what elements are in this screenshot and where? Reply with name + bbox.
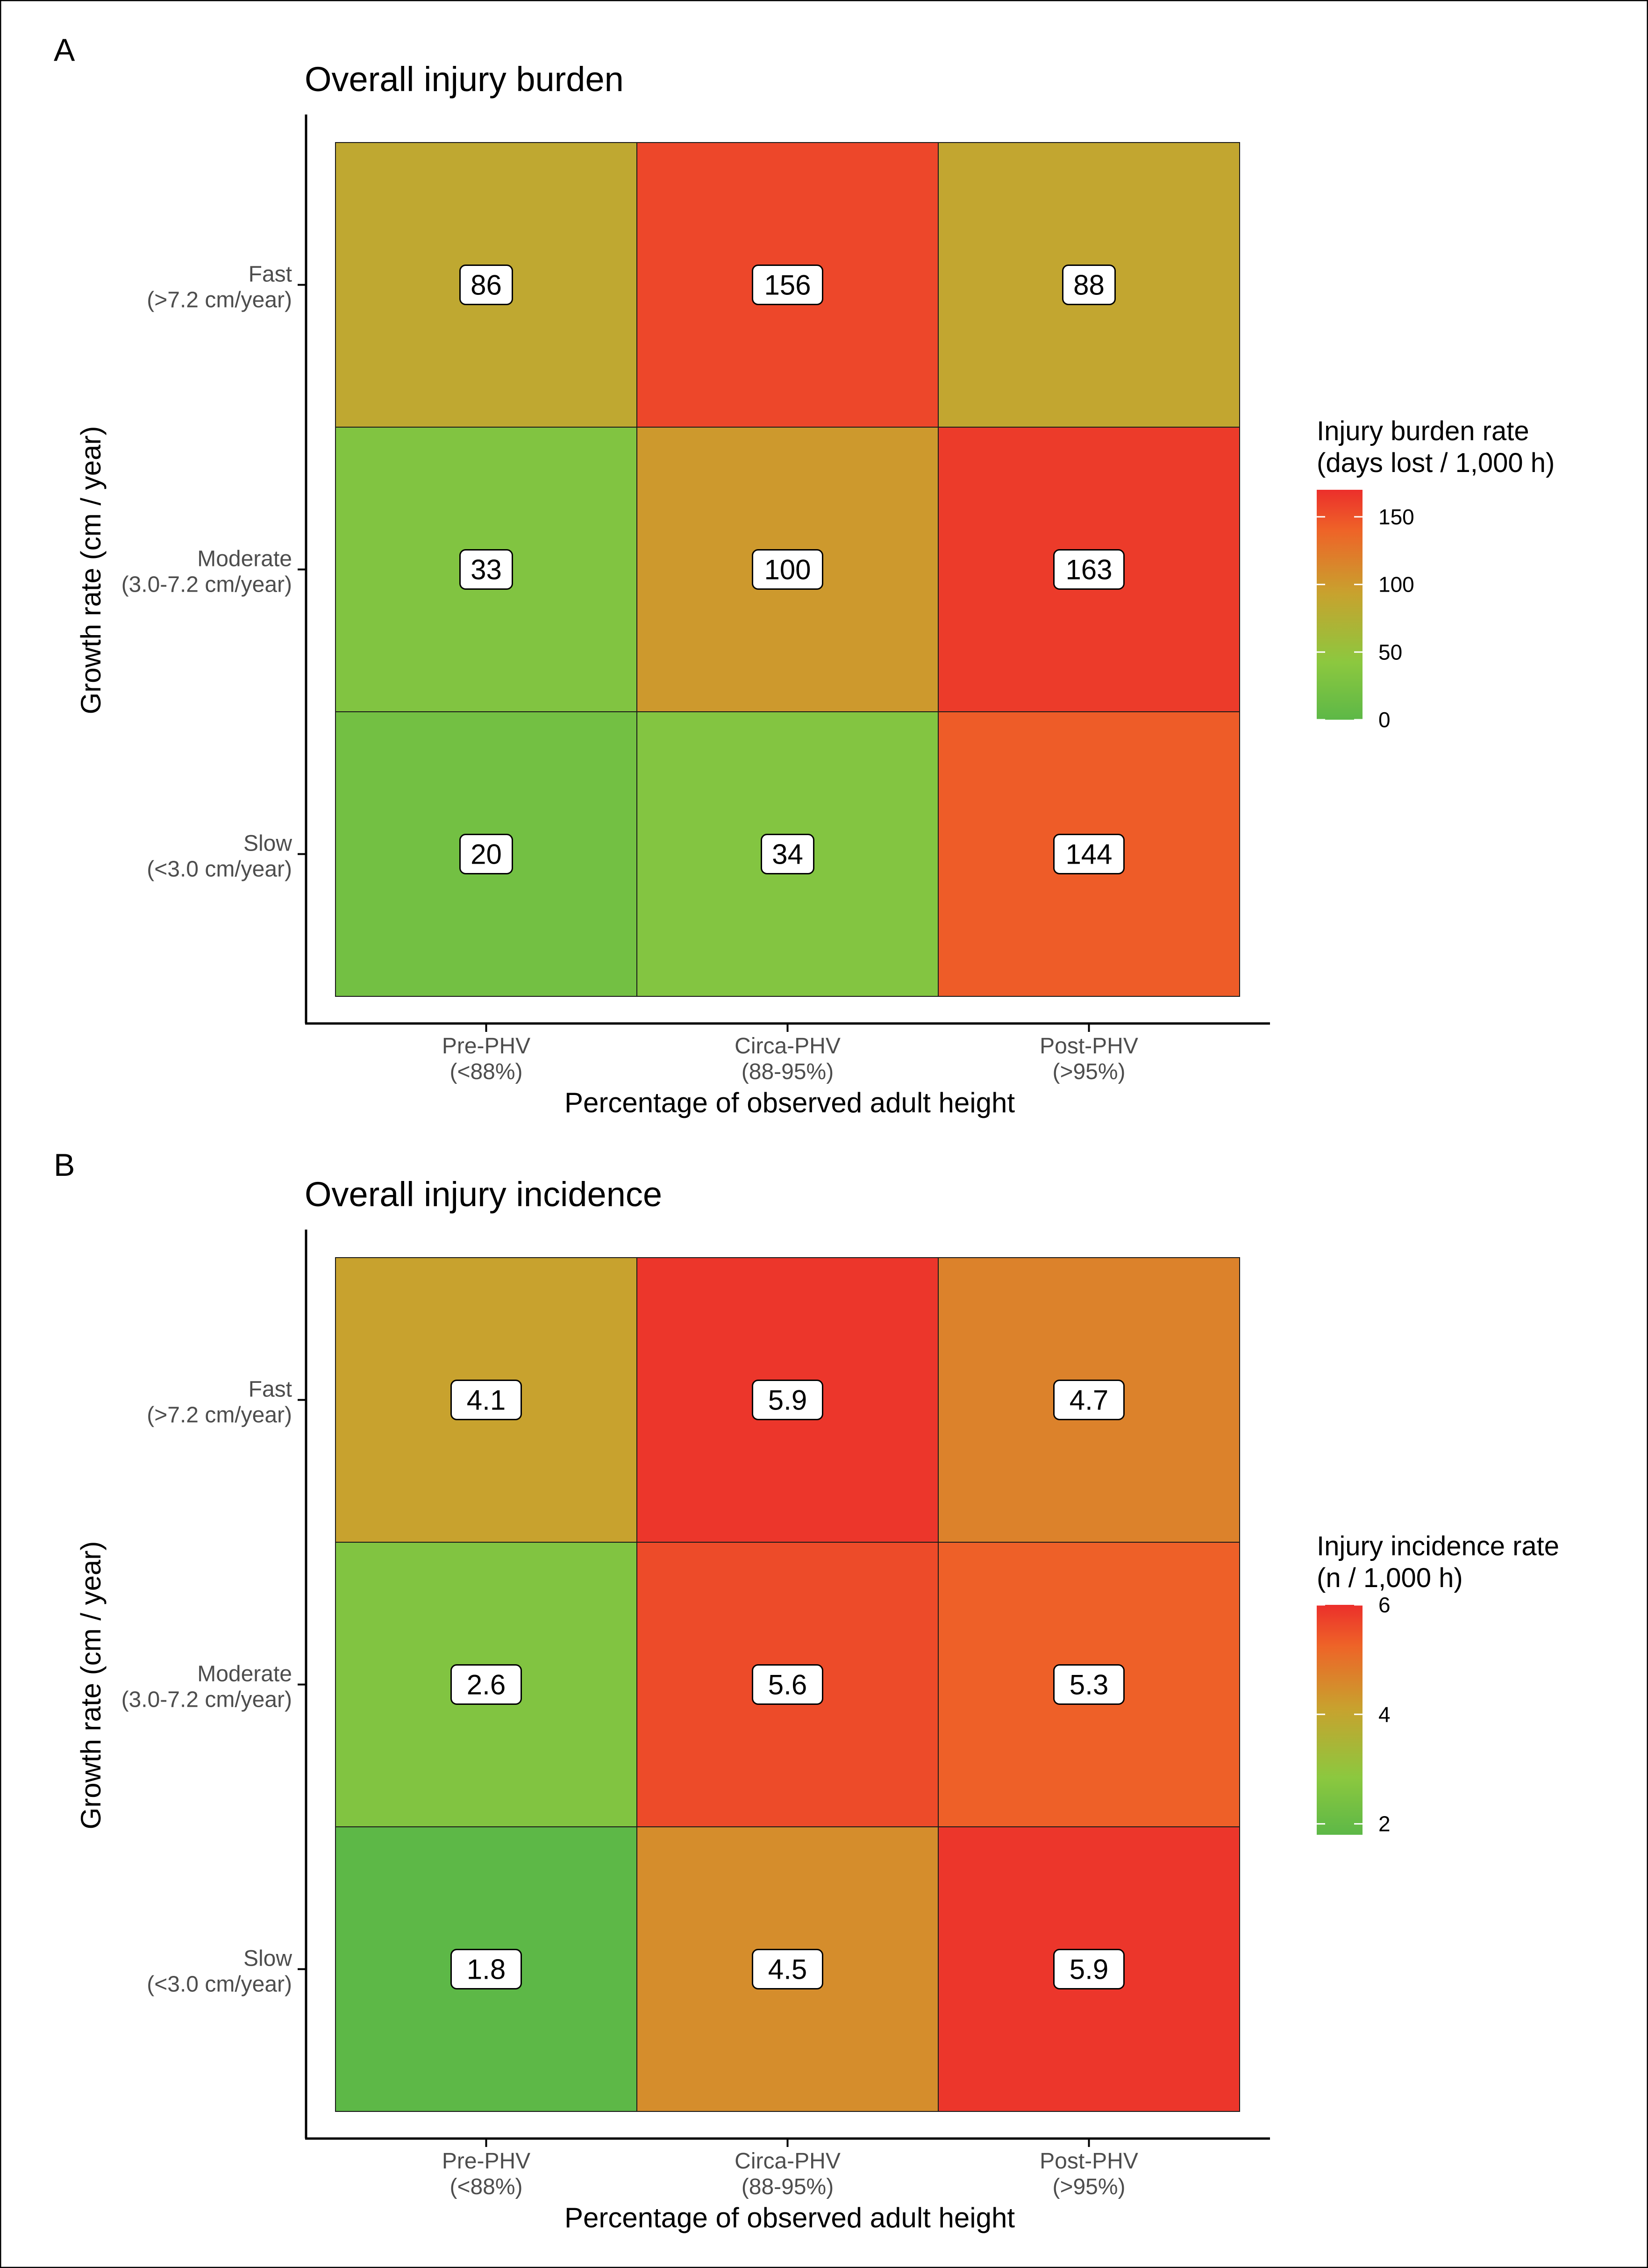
legend-tick-label: 6 <box>1378 1593 1391 1617</box>
y-tick-label-sub: (<3.0 cm/year) <box>147 1972 292 1997</box>
y-tick-label: Slow <box>243 1946 292 1971</box>
cell-label-box <box>752 1949 823 1989</box>
cell-label-box <box>450 1380 522 1420</box>
legend-tick-label: 4 <box>1378 1702 1391 1726</box>
cell-value-label: 33 <box>471 554 502 586</box>
cell-value-label: 34 <box>772 839 803 870</box>
panel-letter: A <box>54 32 75 68</box>
x-tick-label-sub: (<88%) <box>449 1059 522 1084</box>
x-tick-label: Circa-PHV <box>735 2149 841 2174</box>
cell-label-box <box>1053 1949 1125 1989</box>
y-tick-label: Moderate <box>197 1662 292 1687</box>
y-tick-label: Fast <box>249 1377 292 1402</box>
cell-value-label: 86 <box>471 270 502 301</box>
cell-value-label: 144 <box>1065 839 1112 870</box>
cell-label-box <box>1053 1380 1125 1420</box>
cell-value-label: 5.9 <box>768 1385 807 1416</box>
cell-value-label: 4.5 <box>768 1954 807 1985</box>
legend-title: Injury burden rate <box>1317 416 1529 446</box>
x-tick-label: Post-PHV <box>1040 2149 1138 2174</box>
x-tick-label: Pre-PHV <box>442 1034 530 1059</box>
cell-label-box <box>752 1380 823 1420</box>
y-tick-label: Moderate <box>197 547 292 572</box>
y-tick-label-sub: (>7.2 cm/year) <box>147 1403 292 1428</box>
legend-title-sub: (n / 1,000 h) <box>1317 1563 1463 1593</box>
legend-tick-label: 150 <box>1378 505 1414 529</box>
heatmap-cell <box>636 142 939 428</box>
cell-value-label: 5.9 <box>1070 1954 1108 1985</box>
cell-label-box <box>1053 834 1125 874</box>
y-tick-label: Fast <box>249 262 292 287</box>
x-tick-label: Post-PHV <box>1040 1034 1138 1059</box>
x-tick-label-sub: (>95%) <box>1052 1059 1125 1084</box>
cell-label-box <box>1053 1664 1125 1705</box>
cell-label-box <box>1053 549 1125 590</box>
cell-label-box <box>761 834 814 874</box>
y-tick-label-sub: (>7.2 cm/year) <box>147 288 292 313</box>
cell-label-box <box>459 834 513 874</box>
legend-tick-label: 0 <box>1378 708 1391 732</box>
panel-a: A Overall injury burden 86 156 88 33 100 163 20 3… <box>54 32 1555 1118</box>
panel-title: Overall injury incidence <box>305 1175 662 1214</box>
y-axis-title: Growth rate (cm / year) <box>75 426 107 715</box>
legend-title-sub: (days lost / 1,000 h) <box>1317 448 1555 478</box>
cell-label-box <box>459 549 513 590</box>
y-tick-label-sub: (3.0-7.2 cm/year) <box>121 572 292 597</box>
x-tick-label-sub: (88-95%) <box>742 2175 834 2199</box>
y-tick-label: Slow <box>243 831 292 856</box>
x-tick-label-sub: (>95%) <box>1052 2175 1125 2199</box>
legend-colorbar <box>1317 1605 1363 1835</box>
cell-value-label: 5.3 <box>1070 1669 1108 1701</box>
cell-label-box <box>450 1664 522 1705</box>
y-tick-label-sub: (3.0-7.2 cm/year) <box>121 1688 292 1712</box>
panel-letter: B <box>54 1147 75 1183</box>
cell-label-box <box>752 549 823 590</box>
cell-value-label: 5.6 <box>768 1669 807 1701</box>
panel-title: Overall injury burden <box>305 60 624 99</box>
x-tick-label: Pre-PHV <box>442 2149 530 2174</box>
cell-value-label: 20 <box>471 839 502 870</box>
cell-label-box <box>459 265 513 305</box>
y-tick-label-sub: (<3.0 cm/year) <box>147 857 292 882</box>
legend-tick-label: 2 <box>1378 1812 1391 1836</box>
x-tick-label-sub: (88-95%) <box>742 1059 834 1084</box>
x-axis-title: Percentage of observed adult height <box>564 2202 1015 2233</box>
legend-colorbar <box>1317 490 1363 720</box>
legend-tick-label: 50 <box>1378 640 1402 664</box>
cell-value-label: 163 <box>1065 554 1112 586</box>
cell-value-label: 2.6 <box>467 1669 506 1701</box>
legend-tick-label: 100 <box>1378 572 1414 597</box>
cell-value-label: 4.7 <box>1070 1385 1108 1416</box>
cell-value-label: 4.1 <box>467 1385 506 1416</box>
panel-b: B Overall injury incidence 4.1 5.9 4.7 2.6 5.6… <box>54 1147 1559 2233</box>
legend-title: Injury incidence rate <box>1317 1531 1559 1561</box>
cell-value-label: 100 <box>764 554 811 586</box>
cell-label-box <box>752 1664 823 1705</box>
x-axis-title: Percentage of observed adult height <box>564 1087 1015 1118</box>
cell-value-label: 88 <box>1073 270 1105 301</box>
cell-label-box <box>752 265 823 305</box>
cell-value-label: 1.8 <box>467 1954 506 1985</box>
cell-label-box <box>450 1949 522 1989</box>
cell-label-box <box>1062 265 1116 305</box>
y-axis-title: Growth rate (cm / year) <box>75 1541 107 1830</box>
cell-value-label: 156 <box>764 270 811 301</box>
x-tick-label-sub: (<88%) <box>449 2175 522 2199</box>
x-tick-label: Circa-PHV <box>735 1034 841 1059</box>
